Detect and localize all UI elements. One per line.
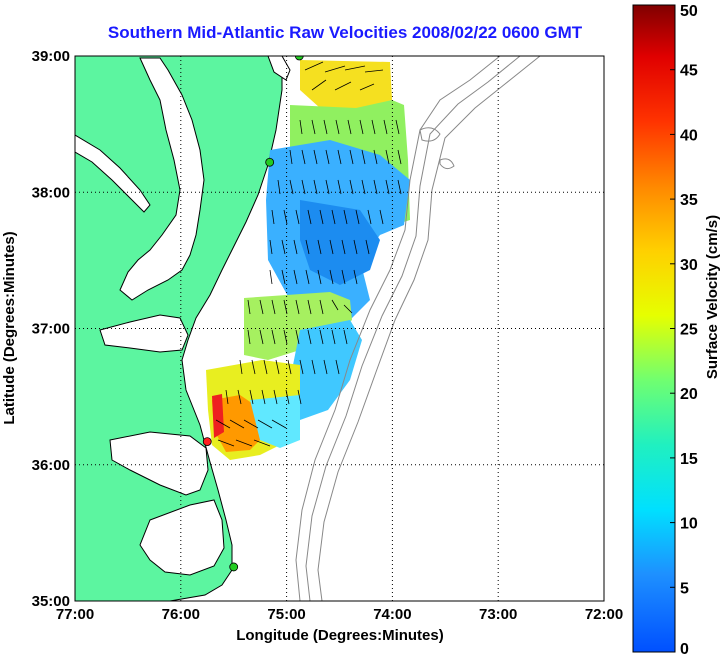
colorbar-tick-label: 0: [680, 641, 689, 658]
y-tick-labels: 35:00 36:00 37:00 38:00 39:00: [32, 48, 70, 610]
x-axis-label: Longitude (Degrees:Minutes): [236, 627, 444, 644]
lower-bay: [99, 314, 189, 353]
x-tick-label: 75:00: [267, 606, 305, 623]
station-marker: [229, 562, 239, 572]
x-tick-label: 77:00: [56, 606, 94, 623]
colorbar-tick-label: 30: [680, 257, 698, 274]
x-tick-label: 74:00: [373, 606, 411, 623]
chart-title: Southern Mid-Atlantic Raw Velocities 200…: [108, 23, 583, 42]
colorbar-tick-labels: 0 5 10 15 20 25 30 35 40 45 50: [670, 3, 698, 658]
x-tick-label: 76:00: [162, 606, 200, 623]
y-tick-label: 36:00: [32, 457, 70, 474]
y-tick-label: 37:00: [32, 321, 70, 338]
x-tick-label: 72:00: [585, 606, 623, 623]
colorbar: [632, 4, 676, 653]
chesapeake-bay: [119, 57, 205, 301]
y-tick-label: 38:00: [32, 184, 70, 201]
delaware-bay: [267, 56, 291, 81]
plot-frame: [74, 55, 605, 602]
colorbar-tick-label: 20: [680, 386, 698, 403]
colorbar-tick-label: 10: [680, 516, 698, 533]
colorbar-label: Surface Velocity (cm/s): [704, 215, 721, 379]
y-axis-label: Latitude (Degrees:Minutes): [1, 231, 18, 424]
colorbar-tick-label: 35: [680, 192, 698, 209]
x-tick-label: 73:00: [479, 606, 517, 623]
colorbar-tick-label: 5: [680, 580, 689, 597]
x-tick-labels: 77:00 76:00 75:00 74:00 73:00 72:00: [56, 606, 623, 623]
y-tick-label: 39:00: [32, 48, 70, 65]
velocity-field: [206, 60, 410, 460]
colorbar-tick-label: 50: [680, 3, 698, 20]
station-marker: [265, 157, 275, 167]
y-tick-label: 35:00: [32, 593, 70, 610]
albemarle-sound: [109, 431, 209, 496]
colorbar-tick-label: 25: [680, 322, 698, 339]
pamlico-sound: [139, 499, 225, 576]
colorbar-tick-label: 40: [680, 127, 698, 144]
velocity-arrows: [215, 61, 402, 447]
colorbar-tick-label: 15: [680, 451, 698, 468]
station-marker: [294, 56, 304, 61]
colorbar-tick-label: 45: [680, 63, 698, 80]
station-markers: [202, 56, 304, 572]
grid-lines: [75, 56, 604, 601]
station-marker: [202, 437, 212, 446]
